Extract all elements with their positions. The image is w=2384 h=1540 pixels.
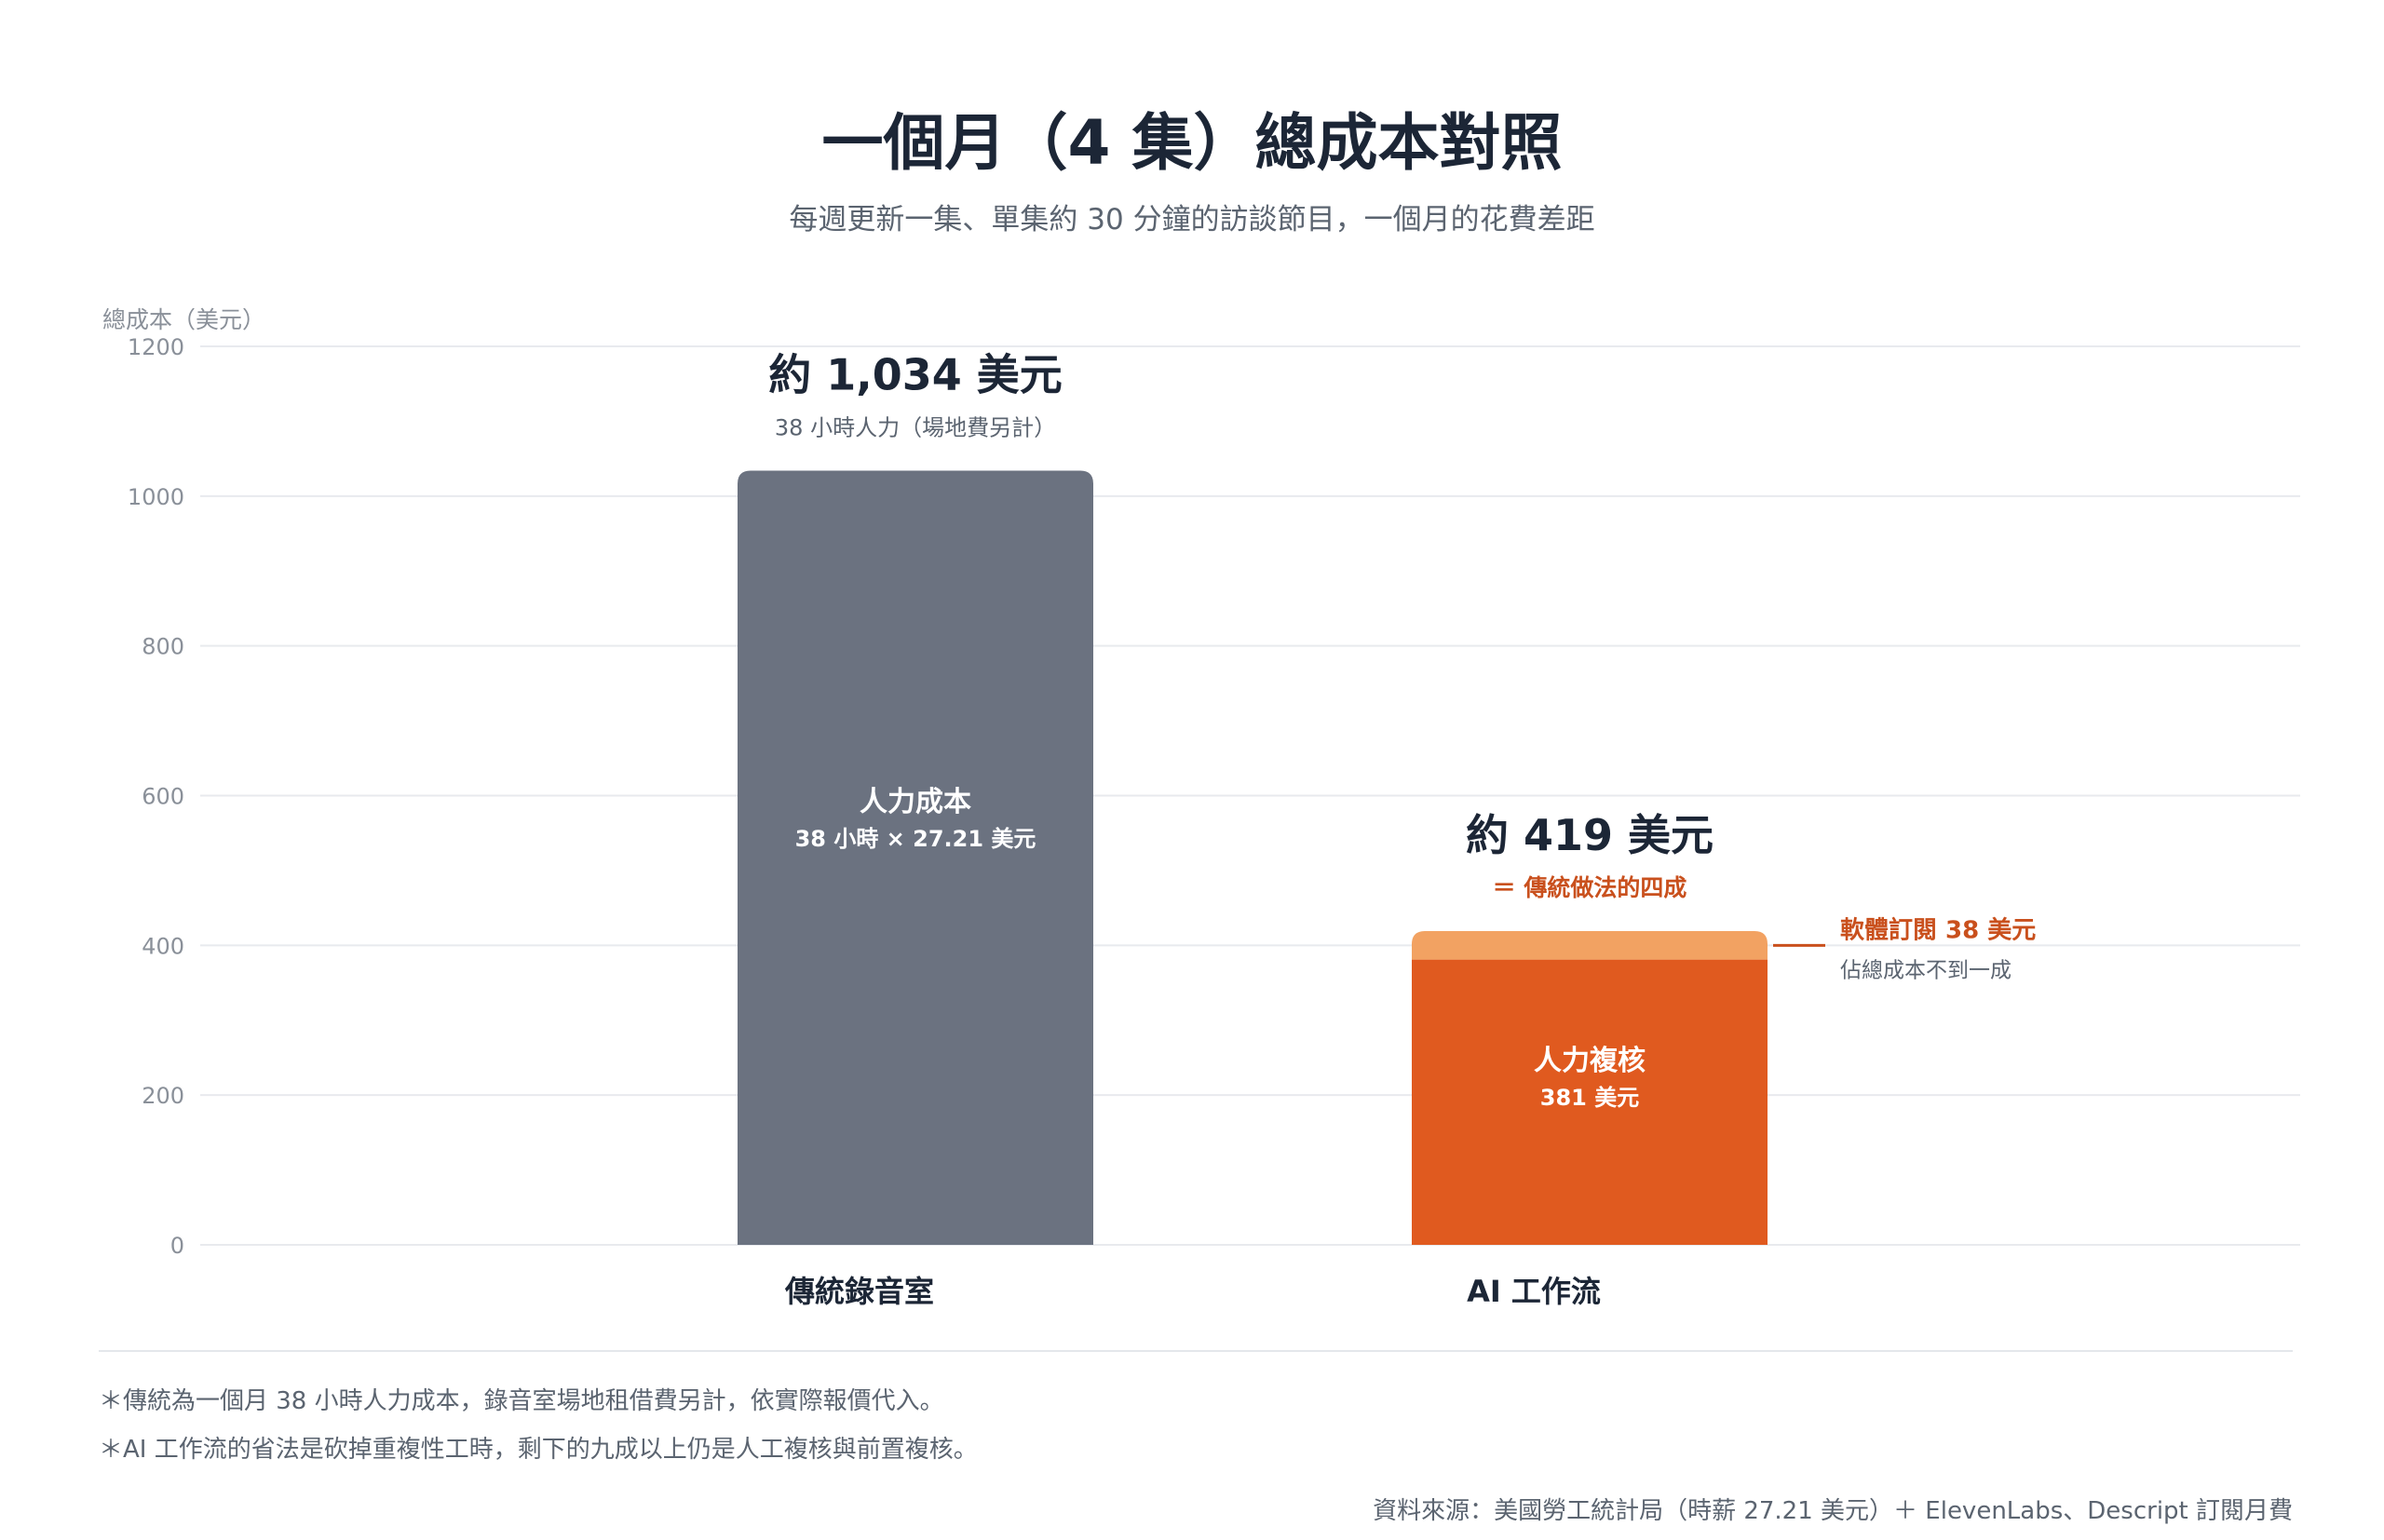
y-tick-label: 800 [142,634,184,660]
source-note: 資料來源：美國勞工統計局（時薪 27.21 美元）＋ ElevenLabs、De… [1373,1497,2293,1525]
y-tick-label: 400 [142,933,184,959]
bar-total-label: 約 1,034 美元 [768,349,1063,399]
bar-total-label: 約 419 美元 [1466,810,1714,860]
bar-segment [738,470,1093,1245]
bar-segment [1412,959,1768,1245]
y-tick-label: 1000 [128,484,184,510]
footnote: ＊AI 工作流的省法是砍掉重複性工時，剩下的九成以上仍是人工複核與前置複核。 [99,1436,978,1464]
bar-total-sublabel: ＝ 傳統做法的四成 [1493,874,1687,901]
bar-segment-value: 381 美元 [1540,1085,1639,1111]
footnote: ＊傳統為一個月 38 小時人力成本，錄音室場地租借費另計，依實際報價代入。 [99,1387,944,1415]
bar-total-sublabel: 38 小時人力（場地費另計） [775,414,1056,440]
chart-subtitle: 每週更新一集、單集約 30 分鐘的訪談節目，一個月的花費差距 [789,203,1595,236]
x-tick-label: AI 工作流 [1467,1274,1601,1309]
y-axis-label: 總成本（美元） [102,306,265,333]
y-tick-label: 200 [142,1083,184,1109]
y-tick-label: 1200 [128,334,184,360]
callout-subtitle: 佔總成本不到一成 [1840,958,2012,982]
bar-segment [1412,931,1768,960]
y-tick-label: 0 [170,1233,184,1259]
bar-segment-label: 人力成本 [860,786,971,818]
bar-segment-label: 人力複核 [1534,1045,1646,1077]
footer-divider [99,1350,2293,1352]
bar-segment-value: 38 小時 × 27.21 美元 [795,826,1036,852]
callout-title: 軟體訂閱 38 美元 [1840,915,2036,944]
y-tick-label: 600 [142,784,184,810]
chart-title: 一個月（4 集）總成本對照 [821,107,1563,179]
x-tick-label: 傳統錄音室 [784,1274,934,1309]
